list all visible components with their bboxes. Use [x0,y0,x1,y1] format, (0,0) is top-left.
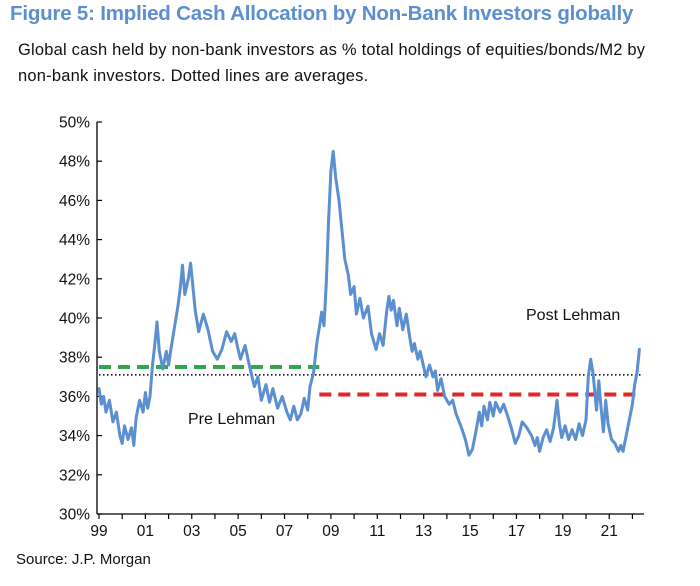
cash-allocation-line [97,149,641,457]
x-tick-label: 09 [322,523,339,540]
x-tick-label: 01 [137,523,154,540]
y-tick-label: 46% [59,193,90,210]
x-tick-label: 19 [554,523,571,540]
chart: 30% 32% 34% 36% 38% 40% 42% 44% 46% 48% 50% 99 01 03… [59,115,644,540]
average-lines [99,365,642,397]
x-tick-label: 99 [90,523,107,540]
x-tick-label: 03 [183,523,200,540]
source-note: Source: J.P. Morgan [16,551,151,568]
y-tick-label: 50% [59,115,90,132]
y-tick-label: 36% [59,389,90,406]
x-tick-label: 05 [230,523,247,540]
series [97,149,641,457]
x-axis: 99 01 03 05 07 09 11 13 15 17 19 21 [90,513,644,540]
y-tick-label: 32% [59,467,90,484]
pre-lehman-label: Pre Lehman [188,411,275,428]
y-tick-label: 40% [59,311,90,328]
x-tick-label: 13 [415,523,432,540]
y-axis: 30% 32% 34% 36% 38% 40% 42% 44% 46% 48% 50% [59,115,102,524]
annotations: Pre Lehman Post Lehman [188,307,620,428]
y-tick-label: 30% [59,507,90,524]
y-tick-label: 42% [59,271,90,288]
x-tick-label: 11 [369,523,385,540]
figure-subtitle: Global cash held by non-bank investors a… [18,41,646,85]
y-tick-label: 34% [59,428,90,445]
y-tick-label: 38% [59,350,90,367]
x-tick-label: 17 [508,523,525,540]
y-tick-label: 44% [59,232,90,249]
x-tick-label: 07 [276,523,293,540]
figure-title: Figure 5: Implied Cash Allocation by Non… [10,2,634,25]
x-tick-label: 21 [601,523,618,540]
x-tick-label: 15 [461,523,478,540]
post-lehman-label: Post Lehman [526,307,620,324]
y-tick-label: 48% [59,154,90,171]
